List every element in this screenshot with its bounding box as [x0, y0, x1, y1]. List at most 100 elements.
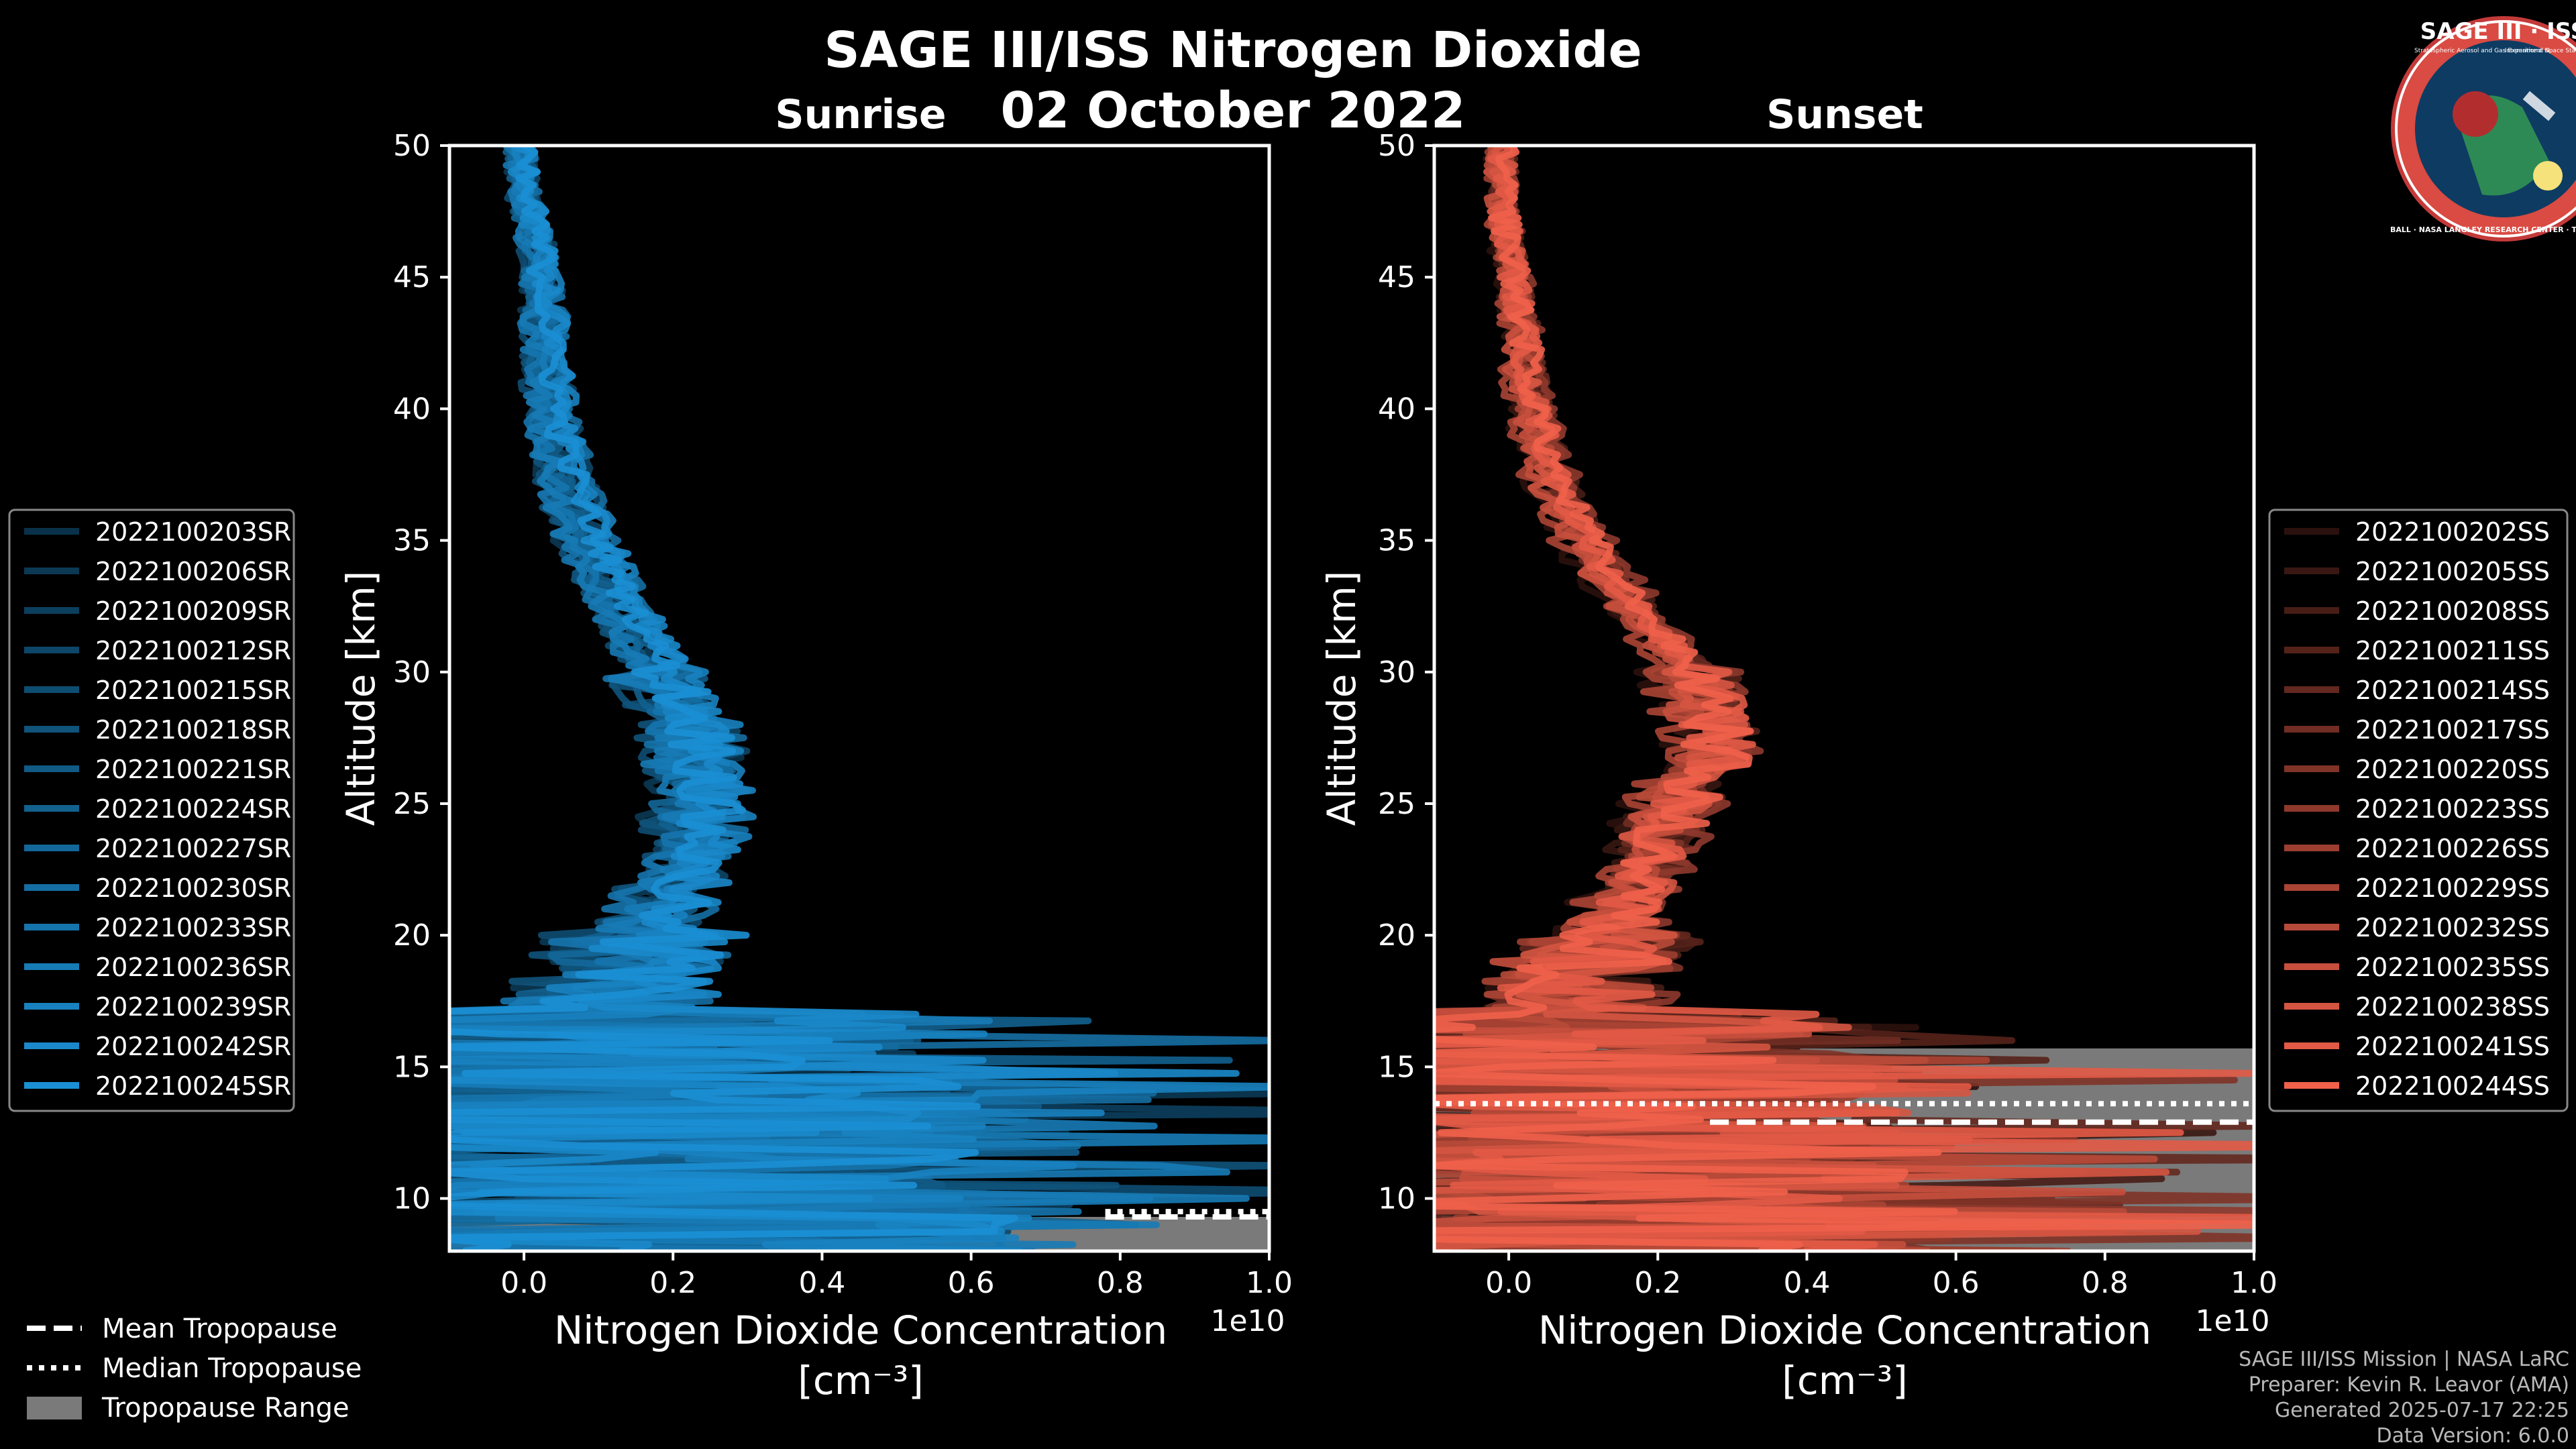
sunset-y-tick-label: 40 — [1378, 392, 1415, 426]
sunrise-legend-label: 2022100224SR — [95, 794, 291, 824]
chart-title: SAGE III/ISS Nitrogen Dioxide — [824, 21, 1642, 79]
logo-title: SAGE III · ISS — [2420, 18, 2576, 45]
mission-logo: SAGE III · ISS Stratospheric Aerosol and… — [2390, 16, 2576, 241]
sunset-x-tick-label: 0.2 — [1634, 1266, 1681, 1300]
median-tropopause-label: Median Tropopause — [102, 1353, 362, 1384]
sunrise-x-tick-label: 0.0 — [500, 1266, 547, 1300]
logo-figure — [2453, 91, 2498, 137]
sunset-x-tick-label: 0.4 — [1783, 1266, 1830, 1300]
sunrise-x-tick-label: 0.8 — [1097, 1266, 1144, 1300]
sunrise-x-axis-label: Nitrogen Dioxide Concentration — [554, 1307, 1167, 1353]
sunrise-y-tick-label: 15 — [393, 1050, 431, 1084]
sunset-axes-frame — [1432, 144, 2256, 1253]
chart-date: 02 October 2022 — [1000, 82, 1465, 140]
footer-preparer: Preparer: Kevin R. Leavor (AMA) — [2249, 1373, 2569, 1397]
sunset-x-tick-label: 0.8 — [2082, 1266, 2129, 1300]
sunrise-x-axis-unit: [cm⁻³] — [798, 1358, 924, 1403]
sunset-y-tick-label: 15 — [1378, 1050, 1415, 1084]
sunrise-y-tick-label: 30 — [393, 655, 431, 690]
sunset-legend-label: 2022100214SS — [2355, 676, 2550, 705]
sunset-legend-box — [2268, 508, 2569, 1112]
sunset-legend-label: 2022100208SS — [2355, 596, 2550, 626]
sunrise-y-axis: 10 15 20 25 30 35 40 45 50 — [393, 129, 449, 1216]
sunset-legend-label: 2022100223SS — [2355, 794, 2550, 824]
sunset-profile-2022100241SS — [1434, 146, 2254, 1251]
sunset-legend-label: 2022100220SS — [2355, 755, 2550, 784]
sunset-y-tick-label: 10 — [1378, 1182, 1415, 1216]
sunrise-x-scale-label: 1e10 — [1210, 1304, 1285, 1338]
sunset-legend-label: 2022100238SS — [2355, 992, 2550, 1022]
sunset-x-tick-label: 1.0 — [2231, 1266, 2277, 1300]
sunrise-axes-frame — [447, 144, 1271, 1253]
footer-mission: SAGE III/ISS Mission | NASA LaRC — [2239, 1348, 2569, 1371]
sunset-legend-label: 2022100232SS — [2355, 913, 2550, 943]
sunset-plot-area — [1434, 146, 2254, 1251]
footer-generated: Generated 2025-07-17 22:25 — [2275, 1399, 2569, 1422]
sunset-x-tick-label: 0.0 — [1485, 1266, 1532, 1300]
sunrise-legend-label: 2022100221SR — [95, 755, 291, 784]
sunrise-y-tick-label: 40 — [393, 392, 431, 426]
sunset-legend-label: 2022100229SS — [2355, 873, 2550, 903]
sunset-legend-label: 2022100226SS — [2355, 834, 2550, 863]
sunset-y-tick-label: 25 — [1378, 787, 1415, 821]
sunset-y-tick-label: 20 — [1378, 918, 1415, 953]
footer-data-version: Data Version: 6.0.0 — [2377, 1424, 2569, 1448]
sunrise-legend-label: 2022100227SR — [95, 834, 291, 863]
sunrise-legend-label: 2022100245SR — [95, 1071, 291, 1101]
sunset-y-tick-label: 50 — [1378, 129, 1415, 163]
logo-ring-text: BALL · NASA LANGLEY RESEARCH CENTER · TA… — [2390, 225, 2576, 234]
sunrise-x-axis: 0.0 0.2 0.4 0.6 0.8 1.0 — [500, 1251, 1293, 1300]
sunrise-legend-label: 2022100233SR — [95, 913, 291, 943]
sunrise-x-tick-label: 0.6 — [948, 1266, 995, 1300]
sunrise-legend-label: 2022100215SR — [95, 676, 291, 705]
logo-small-text-2: International Space Station — [2505, 48, 2576, 54]
sunrise-y-tick-label: 35 — [393, 524, 431, 558]
sunrise-profile-2022100245SR — [449, 146, 1018, 1251]
sunset-legend-label: 2022100217SS — [2355, 715, 2550, 745]
sunset-x-axis-label: Nitrogen Dioxide Concentration — [1538, 1307, 2151, 1353]
tropopause-range-label: Tropopause Range — [101, 1393, 350, 1424]
sunrise-legend-label: 2022100239SR — [95, 992, 291, 1022]
sunset-x-tick-label: 0.6 — [1933, 1266, 1980, 1300]
sunrise-legend-label: 2022100242SR — [95, 1032, 291, 1061]
sunrise-legend-label: 2022100236SR — [95, 953, 291, 982]
tropopause-legend: Mean Tropopause Median Tropopause Tropop… — [27, 1313, 362, 1424]
sunset-x-scale-label: 1e10 — [2195, 1304, 2269, 1338]
sunset-legend-label: 2022100205SS — [2355, 557, 2550, 586]
sunset-y-axis: 10 15 20 25 30 35 40 45 50 — [1378, 129, 1434, 1216]
sunset-profile-2022100244SS — [1434, 146, 2254, 1251]
sunset-legend-label: 2022100235SS — [2355, 953, 2550, 982]
sunset-y-tick-label: 45 — [1378, 260, 1415, 294]
sunrise-legend-label: 2022100230SR — [95, 873, 291, 903]
sunset-legend-label: 2022100202SS — [2355, 517, 2550, 547]
sunrise-legend-label: 2022100209SR — [95, 596, 291, 626]
sunrise-legend-label: 2022100218SR — [95, 715, 291, 745]
logo-station — [2522, 91, 2556, 121]
sunset-y-tick-label: 35 — [1378, 524, 1415, 558]
sunrise-panel-title: Sunrise — [775, 91, 946, 138]
sunrise-y-axis-label: Altitude [km] — [338, 571, 384, 826]
sunrise-y-tick-label: 20 — [393, 918, 431, 953]
tropopause-range-swatch — [27, 1397, 82, 1419]
sunset-panel-title: Sunset — [1766, 91, 1923, 138]
sunset-legend-label: 2022100211SS — [2355, 636, 2550, 665]
sunset-legend-label: 2022100241SS — [2355, 1032, 2550, 1061]
mean-tropopause-label: Mean Tropopause — [102, 1313, 337, 1344]
sunrise-y-tick-label: 10 — [393, 1182, 431, 1216]
sunset-x-axis: 0.0 0.2 0.4 0.6 0.8 1.0 — [1485, 1251, 2277, 1300]
logo-sun — [2533, 161, 2563, 191]
sunrise-x-tick-label: 0.4 — [798, 1266, 845, 1300]
sunset-y-tick-label: 30 — [1378, 655, 1415, 690]
sunset-legend-label: 2022100244SS — [2355, 1071, 2550, 1101]
sunrise-y-tick-label: 50 — [393, 129, 431, 163]
sunset-x-axis-unit: [cm⁻³] — [1782, 1358, 1908, 1403]
sunrise-x-tick-label: 1.0 — [1246, 1266, 1293, 1300]
sunrise-plot-area — [449, 146, 1269, 1251]
sunrise-y-tick-label: 45 — [393, 260, 431, 294]
sunset-legend: 2022100202SS 2022100205SS 2022100208SS 2022… — [2268, 508, 2569, 1112]
sunrise-legend-box — [8, 508, 295, 1112]
logo-small-text: Stratospheric Aerosol and Gas Experiment… — [2414, 48, 2550, 54]
